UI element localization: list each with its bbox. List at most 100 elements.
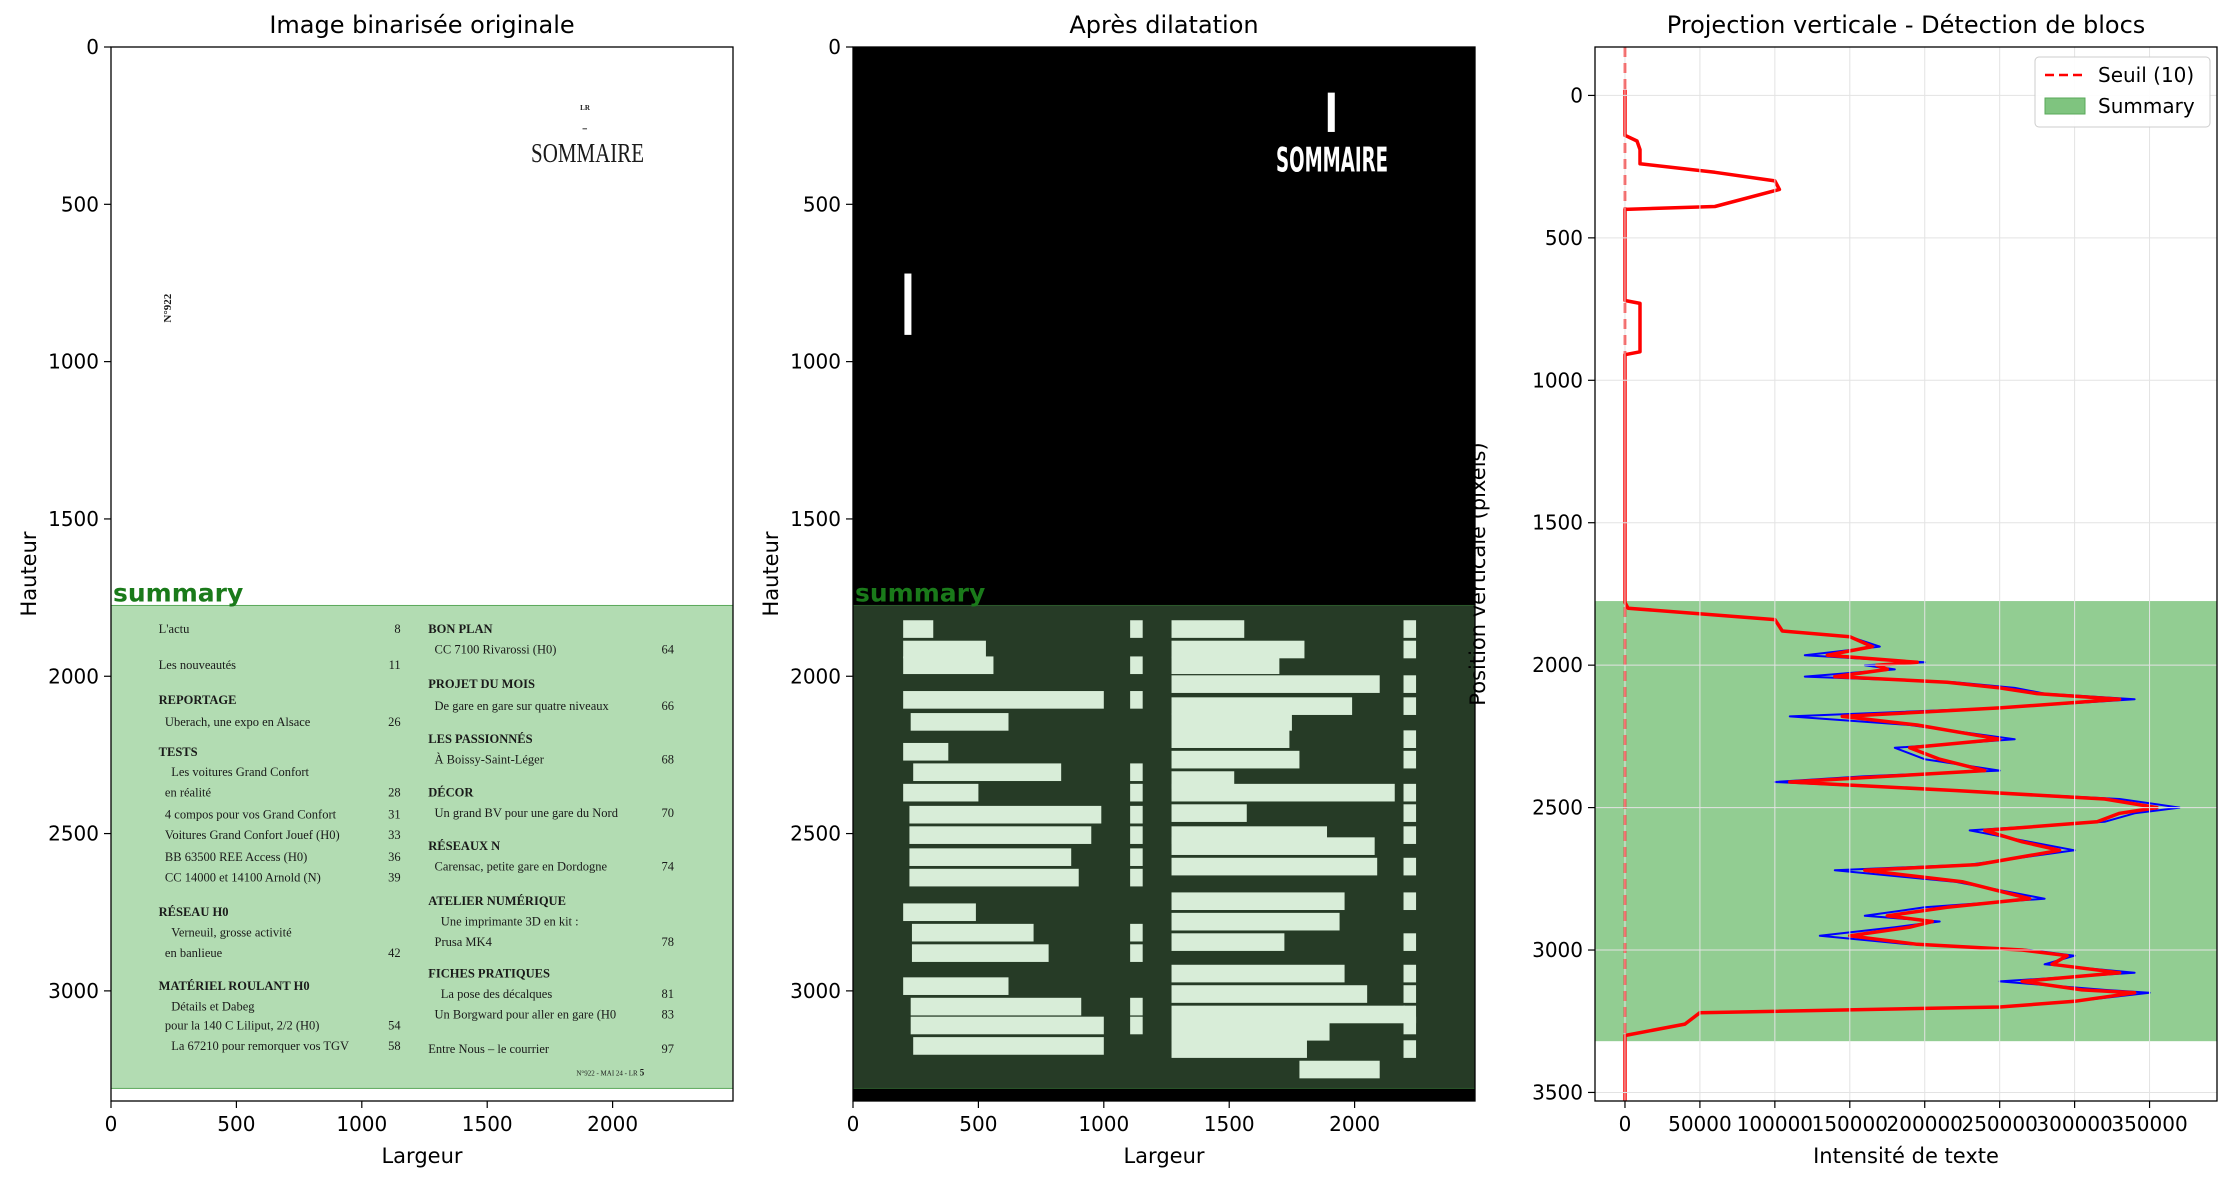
dilated-text-block (1171, 1040, 1307, 1058)
dilated-text-block (1171, 713, 1292, 731)
y-tick-label: 500 (1545, 226, 1583, 250)
page-footer-number: 5 (640, 1068, 645, 1078)
dilated-number-block (1130, 620, 1143, 638)
toc-page-number: 70 (662, 806, 675, 820)
dilated-logo-blob (1327, 92, 1335, 132)
axes-frame-1: 0 500 1000 1500 2000 0 500 1000 1500 2000 2500 3000… (759, 11, 1476, 1168)
toc-entry: ATELIER NUMÉRIQUE (428, 894, 566, 908)
y-tick-label: 0 (828, 35, 841, 59)
dilated-number-block (1403, 675, 1417, 693)
dilated-text-block (903, 620, 934, 638)
toc-page-number: 26 (388, 715, 401, 729)
toc-entry: Une imprimante 3D en kit : (441, 915, 579, 929)
legend-summary-swatch (2044, 97, 2086, 115)
toc-entry: REPORTAGE (159, 693, 237, 707)
x-tick-label: 150000 (1812, 1112, 1888, 1136)
toc-entry: en banlieue (165, 946, 223, 960)
toc-entry: La pose des décalques (441, 987, 553, 1001)
y-tick-label: 2500 (48, 822, 99, 846)
dilated-text-block (903, 691, 1104, 709)
toc-entry: Entre Nous – le courrier (428, 1042, 550, 1056)
toc-page-number: 58 (388, 1039, 401, 1053)
toc-entry: pour la 140 C Liliput, 2/2 (H0) (165, 1018, 320, 1032)
toc-entry: FICHES PRATIQUES (428, 967, 550, 981)
x-tick-label: 2000 (587, 1112, 638, 1136)
toc-entry: BB 63500 REE Access (H0) (165, 850, 307, 864)
dilated-number-block (1403, 985, 1417, 1003)
toc-entry: Les voitures Grand Confort (171, 765, 309, 779)
toc-entry: Carensac, petite gare en Dordogne (435, 860, 608, 874)
toc-entry: MATÉRIEL ROULANT H0 (159, 979, 310, 993)
axes-frame-2: 0 50000 1000001500002000002500003000003500… (1466, 11, 2218, 1168)
dilated-number-block (1130, 691, 1143, 709)
dilated-text-block (910, 1016, 1104, 1035)
x-axis-label: Largeur (381, 1144, 462, 1168)
chart-title: Projection verticale - Détection de bloc… (1667, 11, 2146, 39)
plot-frame (852, 46, 1476, 1102)
dilated-text-block (910, 713, 1009, 731)
dilated-number-block (1403, 750, 1417, 769)
dilated-number-block (1130, 656, 1143, 675)
toc-page-number: 83 (662, 1007, 675, 1021)
dilated-text-block (909, 805, 1102, 824)
toc-page-number: 42 (388, 946, 401, 960)
page-footer: N°922 - MAI 24 - LR (576, 1070, 638, 1078)
dilated-number-block (1130, 997, 1143, 1016)
dilated-number-block (1130, 783, 1143, 802)
y-tick-label: 1500 (48, 507, 99, 531)
y-tick-label: 1500 (1532, 511, 1583, 535)
toc-page-number: 81 (662, 987, 675, 1001)
legend-threshold-label: Seuil (10) (2098, 63, 2194, 87)
toc-page-number: 31 (388, 808, 401, 822)
legend-summary-label: Summary (2098, 94, 2195, 118)
dilated-number-block (1403, 1040, 1417, 1058)
dilated-text-block (1171, 964, 1345, 983)
page-logo: LR (580, 104, 591, 112)
x-tick-label: 0 (847, 1112, 860, 1136)
toc-entry: en réalité (165, 786, 212, 800)
toc-entry: CC 14000 et 14100 Arnold (N) (165, 871, 321, 885)
dilated-text-block (1171, 857, 1378, 876)
dilated-text-block (1171, 892, 1345, 911)
toc-page-number: 11 (389, 658, 401, 672)
dilated-text-block (1171, 656, 1280, 675)
dilated-number-block (1130, 763, 1143, 782)
dilated-text-block (903, 783, 979, 802)
toc-page-number: 36 (388, 850, 401, 864)
chart-title: Image binarisée originale (269, 11, 574, 39)
y-tick-label: 1500 (790, 507, 841, 531)
dilated-number-block (1403, 783, 1417, 802)
y-tick-label: 0 (1570, 83, 1583, 107)
dilated-number-block (1403, 892, 1417, 911)
dilated-text-block (903, 742, 949, 761)
toc-entry: PROJET DU MOIS (428, 677, 535, 691)
x-tick-label: 1500 (1204, 1112, 1255, 1136)
plot-frame (110, 46, 734, 1102)
toc-entry: Uberach, une expo en Alsace (165, 715, 311, 729)
dilated-text-block (1171, 837, 1375, 855)
dilated-text-block (1171, 697, 1353, 715)
toc-entry: Un Borgward pour aller en gare (H0 (435, 1007, 617, 1021)
toc-entry: Détails et Dabeg (171, 1000, 255, 1014)
dilated-text-block (909, 826, 1092, 844)
x-tick-label: 300000 (2036, 1112, 2112, 1136)
dilated-text-block (1171, 985, 1368, 1003)
dilated-text-block (910, 997, 1082, 1016)
dilated-text-block (1171, 804, 1247, 822)
x-tick-label: 1500 (462, 1112, 513, 1136)
dilated-text-block (1171, 783, 1395, 802)
chart-title: Après dilatation (1069, 11, 1258, 39)
y-tick-label: 2000 (48, 664, 99, 688)
dilated-number-block (1403, 697, 1417, 715)
x-tick-label: 500 (959, 1112, 997, 1136)
dilated-text-block (913, 763, 1062, 782)
y-tick-label: 1000 (48, 350, 99, 374)
toc-entry: TESTS (159, 745, 198, 759)
dilated-text-block (903, 903, 976, 922)
toc-entry: Les nouveautés (159, 658, 237, 672)
summary-region-label: summary (855, 578, 985, 607)
dilated-text-block (1171, 912, 1340, 931)
dilated-number-block (1130, 805, 1143, 824)
y-tick-label: 2500 (790, 822, 841, 846)
toc-page-number: 64 (662, 643, 675, 657)
